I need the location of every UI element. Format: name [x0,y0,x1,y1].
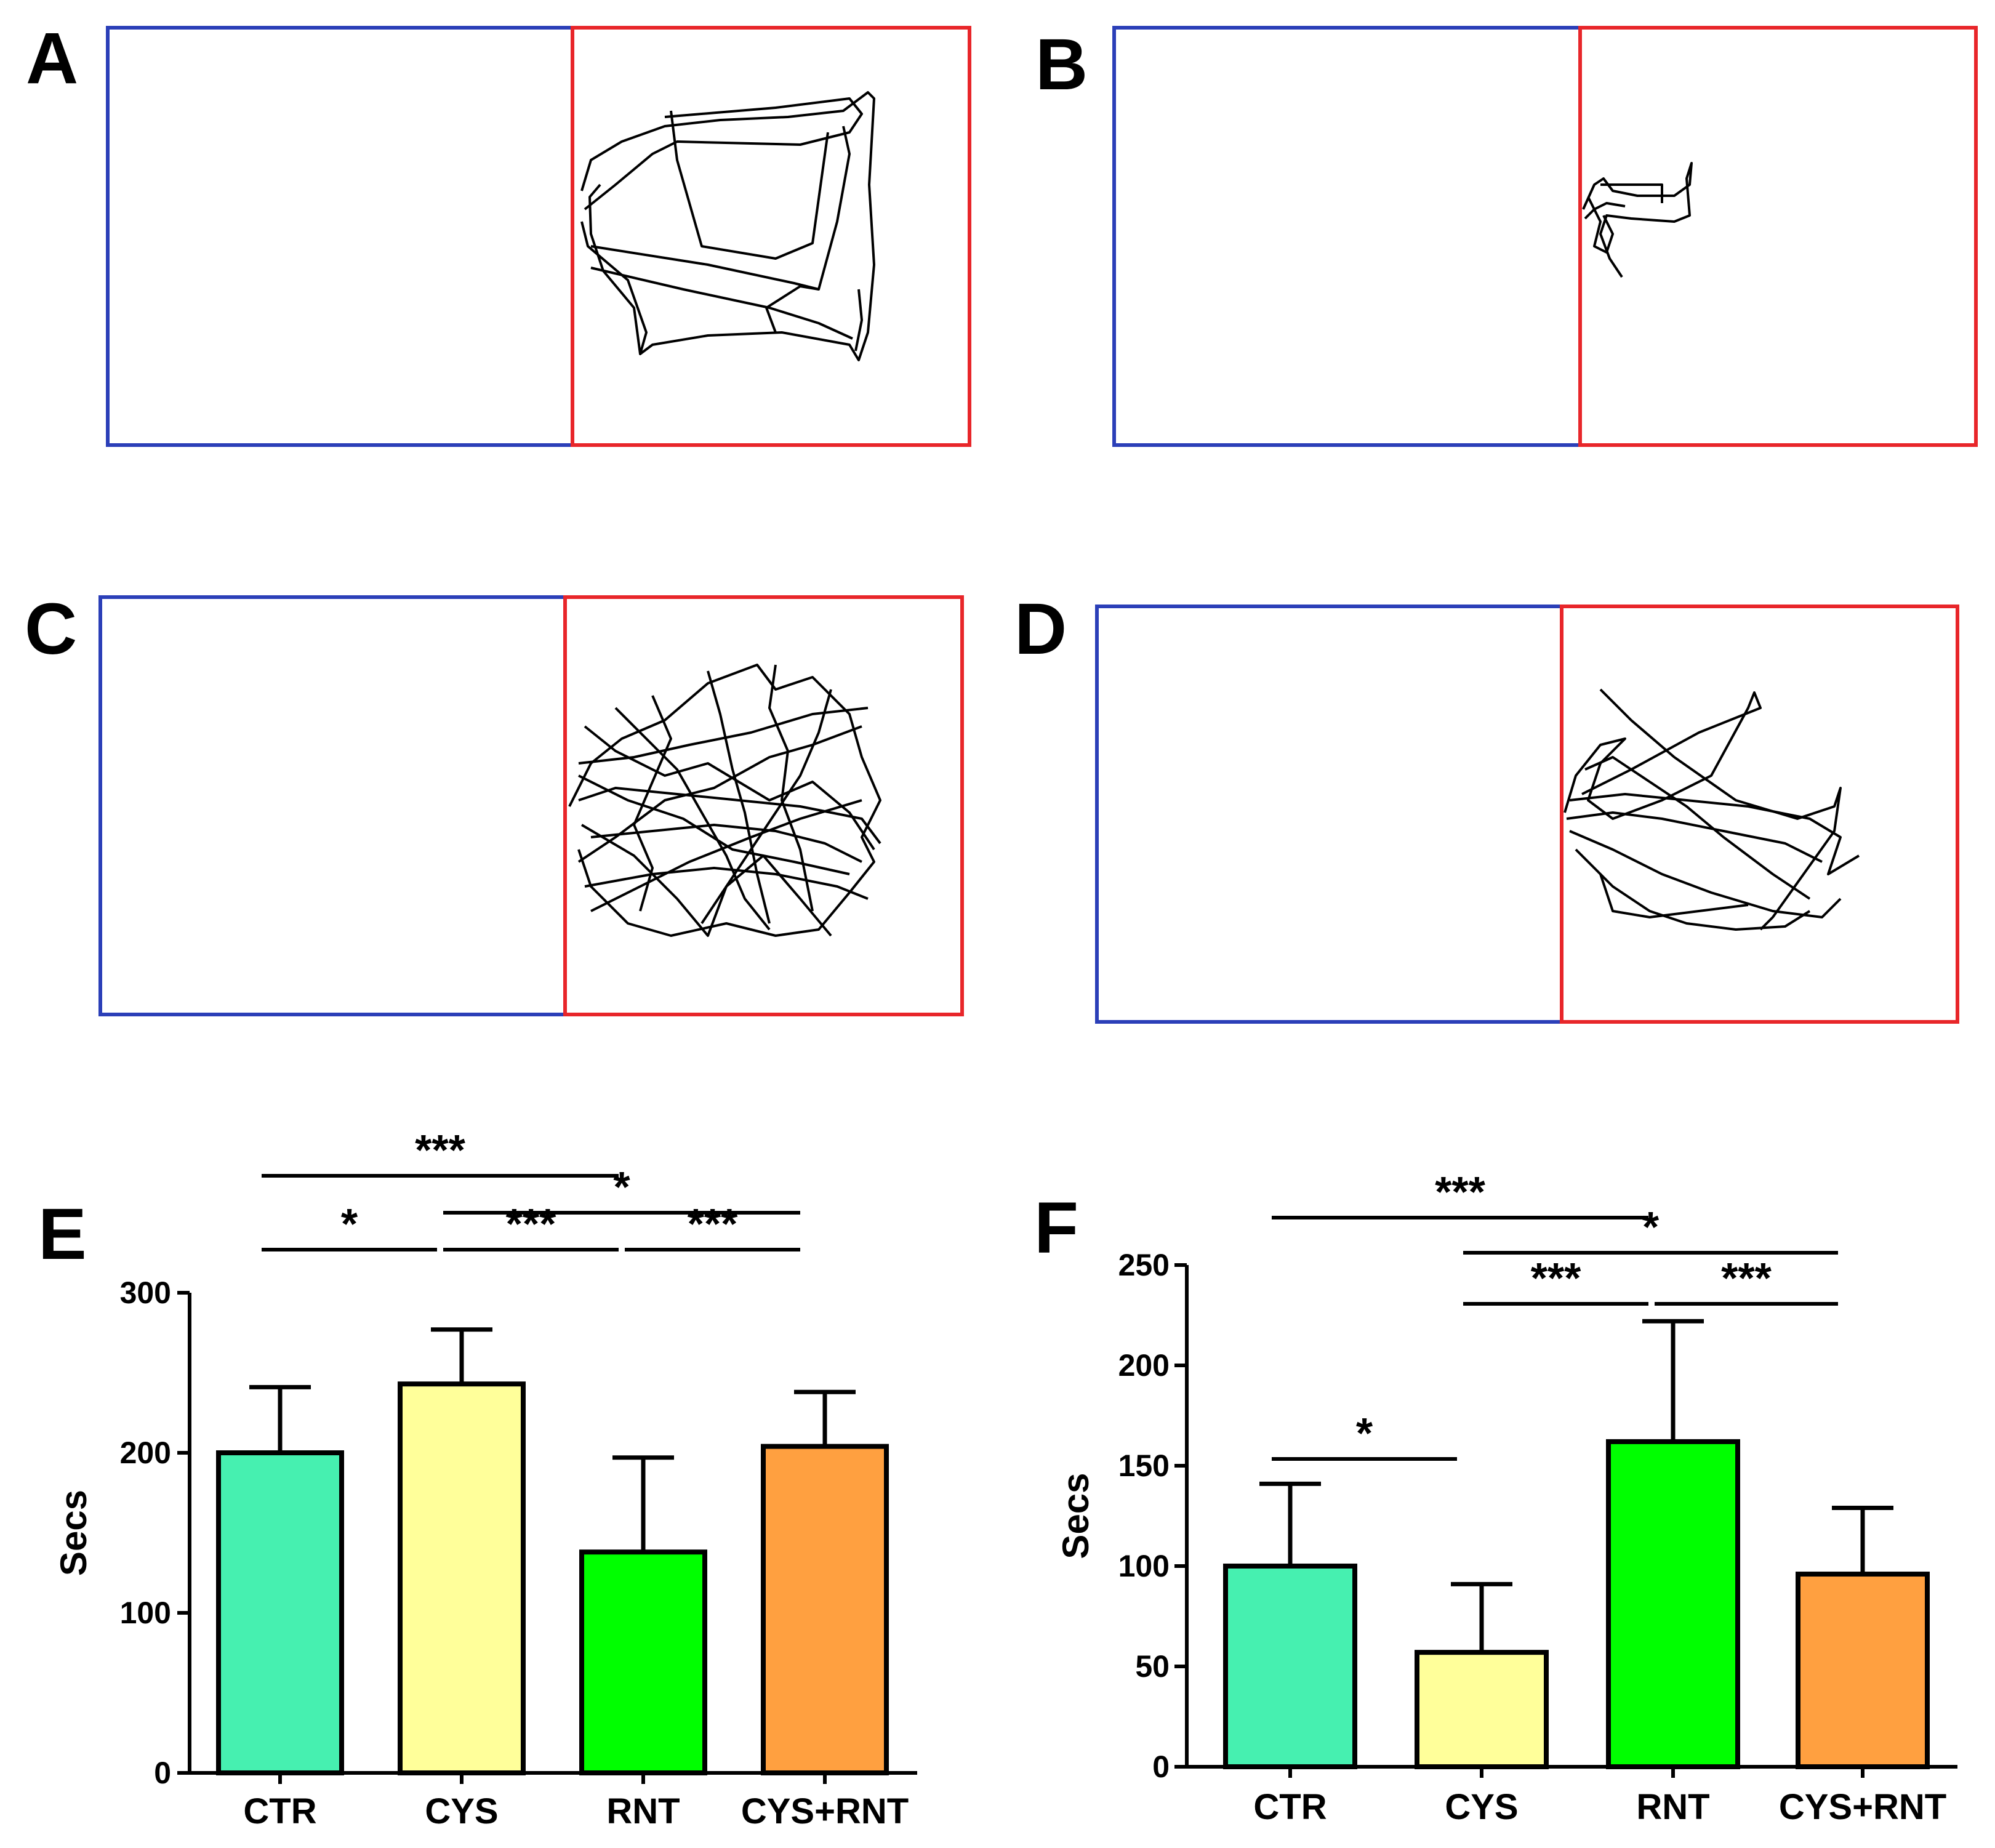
panel-d: D [1014,589,1959,1024]
category-label: RNT [606,1791,680,1831]
bar [1606,1439,1740,1769]
movement-track [1582,162,1693,278]
bar [398,1381,526,1775]
panel-a: A [26,18,971,447]
light-compartment [563,595,964,1016]
panel-letter-e: E [38,1194,87,1275]
y-tick-label: 250 [1118,1248,1170,1282]
y-tick-label: 100 [1118,1549,1170,1583]
y-tick-label: 100 [120,1596,171,1630]
panel-letter-c: C [25,589,77,670]
light-compartment [571,26,971,447]
y-axis-title: Secs [53,1490,94,1576]
bar [216,1450,344,1775]
bar [1223,1564,1357,1769]
category-label: CYS [425,1791,498,1831]
bar [579,1549,707,1775]
significance-label: *** [1531,1254,1581,1302]
y-tick-label: 200 [120,1436,171,1470]
significance-label: * [1642,1203,1660,1251]
y-tick-label: 0 [1152,1750,1170,1784]
movement-track [1563,688,1860,931]
light-compartment [1578,26,1978,447]
significance-label: *** [415,1126,465,1174]
category-label: CTR [1253,1787,1327,1827]
bar [1796,1572,1930,1770]
y-tick-label: 150 [1118,1448,1170,1483]
category-label: CYS+RNT [1779,1787,1946,1827]
category-label: CYS [1445,1787,1518,1827]
y-tick-label: 50 [1135,1649,1170,1684]
significance-label: * [1356,1409,1373,1457]
y-tick-label: 300 [120,1276,171,1310]
panel-letter-b: B [1035,24,1088,105]
significance-label: *** [506,1200,556,1248]
y-axis-title: Secs [1055,1472,1096,1559]
bar [761,1444,889,1776]
significance-label: *** [1721,1254,1772,1302]
panel-c: C [25,589,964,1016]
panel-letter-a: A [26,18,78,99]
panel-letter-d: D [1014,589,1067,670]
panel-b: B [1035,24,1978,447]
y-tick-label: 0 [154,1756,171,1790]
movement-track [580,91,875,361]
light-compartment [1560,605,1959,1024]
dark-compartment [98,595,567,1016]
category-label: CYS+RNT [741,1791,909,1831]
y-tick-label: 200 [1118,1348,1170,1383]
dark-compartment [106,26,574,447]
dark-compartment [1095,605,1563,1024]
panel-letter-f: F [1034,1187,1078,1269]
movement-track [568,664,881,937]
category-label: CTR [243,1791,316,1831]
significance-label: *** [1435,1168,1485,1216]
significance-label: * [341,1200,358,1248]
bar [1415,1650,1549,1769]
significance-label: * [613,1163,630,1211]
category-label: RNT [1636,1787,1709,1827]
significance-label: *** [688,1200,738,1248]
dark-compartment [1112,26,1582,447]
